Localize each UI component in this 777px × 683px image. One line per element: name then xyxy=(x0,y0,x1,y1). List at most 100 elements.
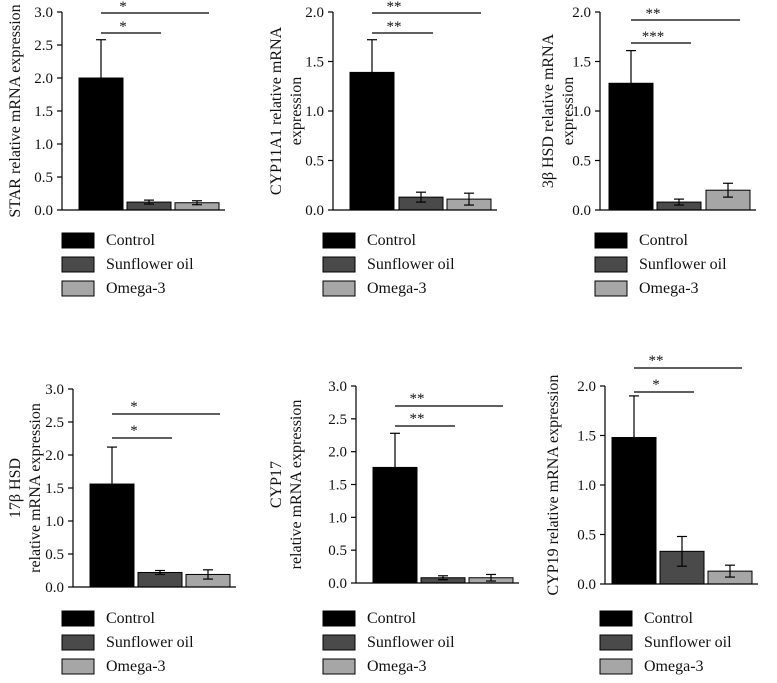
legend-label: Sunflower oil xyxy=(367,634,455,651)
y-axis-title: expression xyxy=(288,77,305,145)
legend: Control Sunflower oil Omega-3 xyxy=(594,232,727,297)
y-tick-label: 2.5 xyxy=(328,412,347,428)
y-tick-label: 1.5 xyxy=(328,478,347,494)
y-axis-title: CYP11A1 relative mRNA xyxy=(268,26,285,195)
significance-label: * xyxy=(130,423,138,439)
y-tick-label: 1.0 xyxy=(572,104,591,120)
y-tick-label: 3.0 xyxy=(34,5,53,21)
legend-label: Control xyxy=(367,232,416,249)
y-tick-label: 2.0 xyxy=(577,379,596,395)
legend-swatch xyxy=(61,280,95,297)
legend-label: Sunflower oil xyxy=(639,256,727,273)
y-tick-label: 2.0 xyxy=(328,445,347,461)
y-tick-label: 1.5 xyxy=(34,104,53,120)
significance-label: ** xyxy=(646,6,661,22)
y-tick-label: 0.0 xyxy=(572,203,591,219)
y-tick-label: 0.5 xyxy=(45,547,64,563)
legend-label: Control xyxy=(367,610,416,627)
legend-swatch xyxy=(61,232,95,249)
chart-panel-1: 0.0 0.5 1.0 1.5 2.0 2.5 3.0 STAR relative mRNA … xyxy=(7,0,225,297)
y-tick-label: 2.0 xyxy=(572,5,591,21)
legend-label: Control xyxy=(106,232,155,249)
legend-swatch xyxy=(322,280,356,297)
legend-swatch xyxy=(599,634,633,651)
y-tick-label: 2.0 xyxy=(45,448,64,464)
legend: Control Sunflower oil Omega-3 xyxy=(61,610,194,675)
legend-swatch xyxy=(61,658,95,675)
y-tick-label: 1.0 xyxy=(328,510,347,526)
y-tick-label: 2.0 xyxy=(305,5,324,21)
legend-label: Omega-3 xyxy=(367,658,427,675)
legend-swatch xyxy=(322,232,356,249)
y-tick-label: 0.5 xyxy=(34,170,53,186)
chart-panel-5: 0.0 0.5 1.0 1.5 2.0 2.5 3.0 CYP17 relative mRNA … xyxy=(268,379,519,675)
y-axis-title: relative mRNA expression xyxy=(27,403,44,573)
y-tick-label: 1.0 xyxy=(34,137,53,153)
legend-swatch xyxy=(61,610,95,627)
significance-label: ** xyxy=(410,391,425,407)
y-tick-label: 1.5 xyxy=(577,429,596,445)
legend-swatch xyxy=(61,256,95,273)
legend-label: Control xyxy=(639,232,688,249)
chart-panel-2: 0.0 0.5 1.0 1.5 2.0 CYP11A1 relative mRNA expr… xyxy=(268,0,497,297)
y-tick-label: 0.5 xyxy=(572,154,591,170)
legend-label: Sunflower oil xyxy=(644,634,732,651)
y-tick-label: 0.0 xyxy=(328,576,347,592)
y-axis-title: relative mRNA expression xyxy=(288,400,305,570)
legend-label: Omega-3 xyxy=(639,280,699,297)
y-axis-title: 3β HSD relative mRNA xyxy=(540,33,557,188)
legend-label: Omega-3 xyxy=(644,658,704,675)
y-tick-label: 1.5 xyxy=(305,55,324,71)
legend-swatch xyxy=(322,658,356,675)
y-tick-label: 0.0 xyxy=(34,203,53,219)
chart-panel-4: 0.0 0.5 1.0 1.5 2.0 2.5 3.0 17β HSD relative mRN… xyxy=(7,382,236,675)
y-tick-label: 0.5 xyxy=(577,528,596,544)
significance-label: *** xyxy=(642,29,665,45)
y-tick-label: 0.0 xyxy=(45,580,64,596)
y-tick-label: 2.5 xyxy=(34,38,53,54)
y-tick-label: 1.0 xyxy=(305,104,324,120)
y-tick-label: 0.5 xyxy=(328,543,347,559)
legend-label: Sunflower oil xyxy=(367,256,455,273)
y-tick-label: 0.0 xyxy=(577,577,596,593)
y-axis-title: STAR relative mRNA expression xyxy=(7,4,24,217)
legend-swatch xyxy=(594,280,628,297)
chart-panel-6: 0.0 0.5 1.0 1.5 2.0 CYP19 relative mRNA expre… xyxy=(545,353,758,675)
y-axis-title: CYP19 relative mRNA expression xyxy=(545,375,562,596)
y-tick-label: 0.0 xyxy=(305,203,324,219)
significance-label: ** xyxy=(410,411,425,427)
legend: Control Sunflower oil Omega-3 xyxy=(322,610,455,675)
legend-label: Omega-3 xyxy=(367,280,427,297)
significance-label: * xyxy=(130,399,138,415)
legend-swatch xyxy=(61,634,95,651)
y-tick-label: 3.0 xyxy=(45,382,64,398)
legend: Control Sunflower oil Omega-3 xyxy=(599,610,732,675)
y-tick-label: 1.0 xyxy=(577,478,596,494)
significance-label: * xyxy=(119,0,127,15)
y-tick-label: 3.0 xyxy=(328,379,347,395)
significance-label: ** xyxy=(387,19,402,35)
legend-label: Omega-3 xyxy=(106,280,166,297)
legend-swatch xyxy=(599,658,633,675)
legend-label: Control xyxy=(106,610,155,627)
significance-label: * xyxy=(119,19,127,35)
significance-label: ** xyxy=(649,353,664,369)
legend-label: Sunflower oil xyxy=(106,256,194,273)
y-tick-label: 2.5 xyxy=(45,415,64,431)
legend: Control Sunflower oil Omega-3 xyxy=(322,232,455,297)
legend-swatch xyxy=(322,610,356,627)
y-axis-title: 17β HSD xyxy=(7,458,24,518)
legend-swatch xyxy=(594,232,628,249)
y-tick-label: 1.5 xyxy=(45,481,64,497)
y-tick-label: 0.5 xyxy=(305,154,324,170)
y-tick-label: 1.0 xyxy=(45,514,64,530)
y-axis-title: expression xyxy=(560,77,577,145)
chart-panel-3: 0.0 0.5 1.0 1.5 2.0 3β HSD relative mRNA expre… xyxy=(540,5,756,297)
significance-label: ** xyxy=(387,0,402,15)
legend-label: Control xyxy=(644,610,693,627)
legend-swatch xyxy=(599,610,633,627)
y-axis-title: CYP17 xyxy=(268,461,285,508)
y-tick-label: 1.5 xyxy=(572,55,591,71)
y-tick-label: 2.0 xyxy=(34,71,53,87)
